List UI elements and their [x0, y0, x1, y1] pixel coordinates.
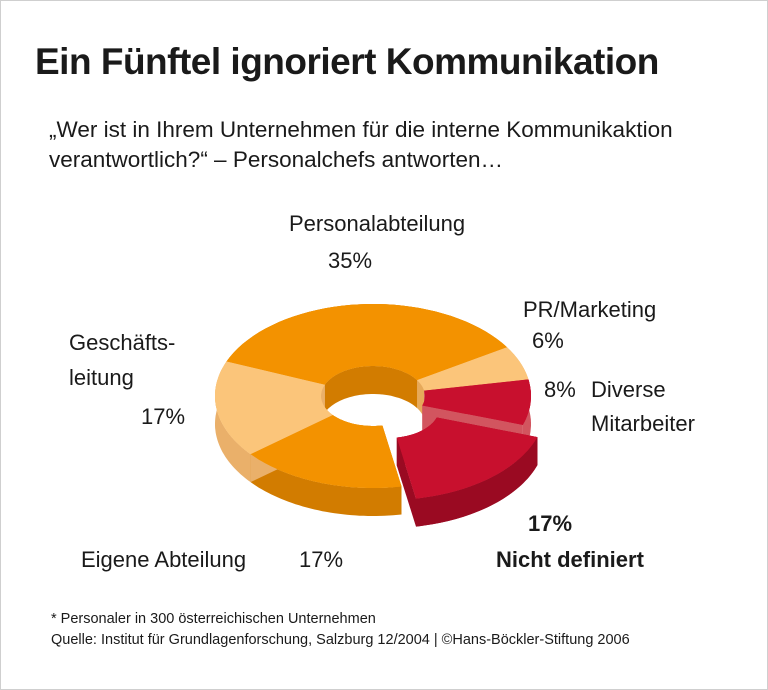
- slice-top-diverse-mitarbeiter: [422, 379, 531, 425]
- label-geschaeftsleitung-1: Geschäfts-: [69, 330, 176, 355]
- slice-top-personalabteilung: [226, 304, 507, 385]
- value-eigene-abteilung: 17%: [299, 547, 344, 572]
- slice-top-eigene-abteilung: [250, 415, 402, 488]
- footnote: * Personaler in 300 österreichischen Unt…: [51, 611, 376, 627]
- label-diverse-2: Mitarbeiter: [591, 411, 695, 436]
- slice-outer-wall-front-nicht-definiert: [416, 437, 538, 527]
- chart-subtitle: „Wer ist in Ihrem Unternehmen für die in…: [49, 117, 673, 172]
- slice-inner-wall-personalabteilung: [324, 366, 418, 413]
- label-diverse-1: Diverse: [591, 377, 666, 402]
- slice-top-gesch-ftsleitung: [215, 361, 333, 455]
- label-pr-marketing: PR/Marketing: [523, 297, 657, 322]
- slice-top-front-nicht-definiert: [396, 417, 538, 499]
- value-nicht-definiert: 17%: [528, 511, 573, 536]
- value-pr-marketing: 6%: [532, 328, 564, 353]
- value-diverse: 8%: [544, 377, 576, 402]
- label-eigene-abteilung: Eigene Abteilung: [81, 547, 247, 572]
- slice-cut-face-nicht-definiert: [396, 437, 416, 527]
- label-personalabteilung: Personalabteilung: [289, 211, 466, 236]
- slice-outer-wall-eigene-abteilung: [250, 454, 402, 516]
- label-nicht-definiert: Nicht definiert: [496, 547, 644, 572]
- value-geschaeftsleitung: 17%: [141, 404, 186, 429]
- chart-title: Ein Fünftel ignoriert Kommunikation: [35, 41, 659, 82]
- source-line: Quelle: Institut für Grundlagenforschung…: [51, 632, 630, 648]
- value-personalabteilung: 35%: [328, 248, 373, 273]
- slice-top-pr-marketing: [417, 347, 529, 391]
- label-geschaeftsleitung-2: leitung: [69, 365, 134, 390]
